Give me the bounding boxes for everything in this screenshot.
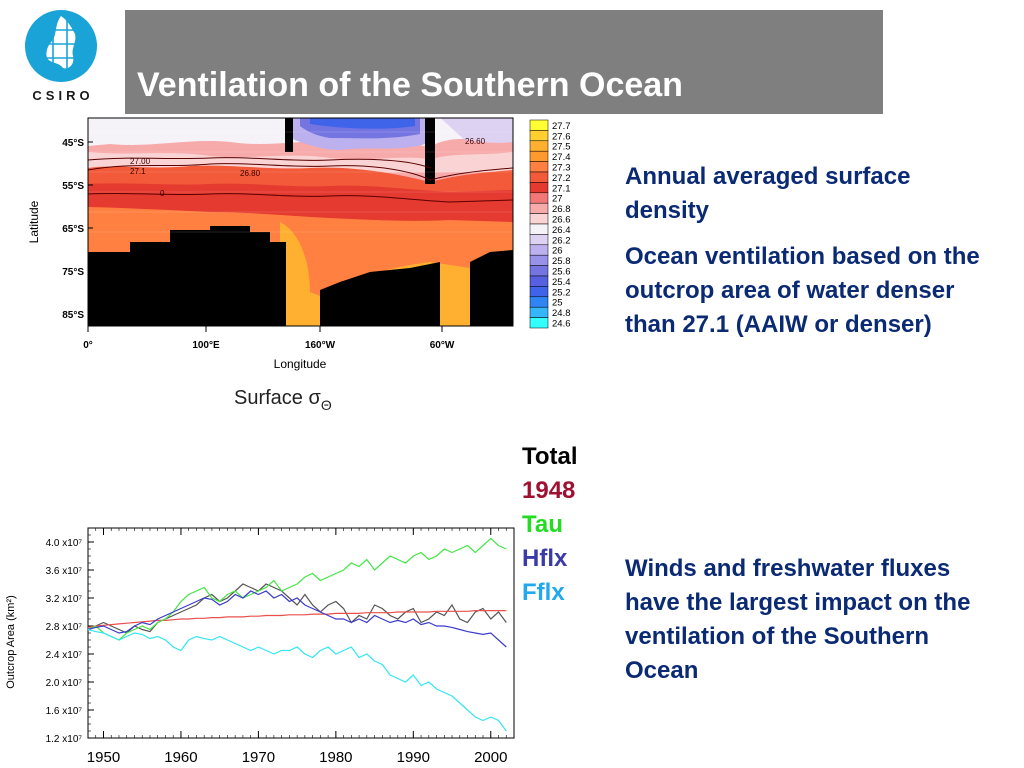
legend-1948: 1948 — [522, 477, 576, 504]
linechart-xtick: 1970 — [242, 749, 275, 766]
colorbar-swatch — [529, 150, 549, 162]
title-bar: Ventilation of the Southern Ocean — [125, 10, 883, 114]
linechart-xtick: 2000 — [474, 749, 507, 766]
colorbar-swatch — [529, 286, 549, 298]
linechart-ytick: 1.2 x10⁷ — [46, 734, 83, 745]
heatmap-ytick: 75°S — [62, 267, 84, 278]
colorbar-label: 27.3 — [552, 163, 571, 174]
colorbar-label: 27.6 — [552, 131, 571, 142]
heatmap-ytick: 45°S — [62, 138, 84, 149]
linechart-ylabel: Outcrop Area (km²) — [5, 595, 17, 689]
colorbar-swatch — [529, 234, 549, 246]
series-line-fflx — [87, 628, 507, 732]
linechart-ytick: 4.0 x10⁷ — [46, 538, 83, 549]
linechart-xtick: 1980 — [319, 749, 352, 766]
heatmap-xlabel: Longitude — [274, 357, 327, 371]
heatmap-xtick: 160°W — [305, 340, 336, 351]
series-line-tau — [87, 537, 507, 641]
linechart-ytick: 2.0 x10⁷ — [46, 678, 83, 689]
heatmap-ylabel: Latitude — [27, 200, 41, 243]
colorbar-label: 27.5 — [552, 142, 571, 153]
colorbar-swatch — [529, 306, 549, 318]
colorbar-swatch — [529, 296, 549, 308]
logo-text: CSIRO — [32, 88, 94, 103]
colorbar-label: 27.4 — [552, 152, 571, 163]
colorbar-swatch — [529, 317, 549, 329]
heatmap-xtick: 100°E — [192, 340, 220, 351]
heatmap-ytick: 85°S — [62, 310, 84, 321]
linechart-ytick: 3.2 x10⁷ — [46, 594, 83, 605]
contour-label: 27.00 — [130, 157, 151, 166]
colorbar-swatch — [529, 130, 549, 142]
legend-fflx: Fflx — [522, 579, 565, 606]
colorbar-swatch — [529, 265, 549, 277]
colorbar-label: 25.8 — [552, 256, 571, 267]
density-caption: Annual averaged surface density — [625, 163, 911, 224]
heatmap-xtick: 0° — [83, 340, 93, 351]
linechart-xtick: 1950 — [87, 749, 120, 766]
series-line-1948 — [87, 609, 507, 628]
heatmap-ytick: 55°S — [62, 181, 84, 192]
colorbar-swatch — [529, 223, 549, 235]
colorbar-swatch — [529, 161, 549, 173]
linechart-xtick: 1960 — [164, 749, 197, 766]
chart-legend: Total 1948 Tau Hflx Fflx — [522, 440, 578, 610]
linechart-ytick: 1.6 x10⁷ — [46, 706, 83, 717]
colorbar-label: 27.7 — [552, 121, 571, 132]
contour-label: 0 — [160, 189, 165, 198]
contour-label: 27.1 — [130, 167, 146, 176]
legend-total: Total — [522, 443, 578, 470]
colorbar-label: 24.8 — [552, 308, 571, 319]
ventilation-note: Ocean ventilation based on the outcrop a… — [625, 243, 980, 338]
colorbar-label: 25 — [552, 298, 563, 309]
heatmap-xtick: 60°W — [430, 340, 455, 351]
colorbar-swatch — [529, 244, 549, 256]
density-description: Annual averaged surface density Ocean ve… — [625, 160, 985, 354]
slide-title: Ventilation of the Southern Ocean — [137, 66, 683, 104]
colorbar-label: 26.2 — [552, 235, 571, 246]
colorbar-label: 27 — [552, 194, 563, 205]
linechart-ytick: 2.4 x10⁷ — [46, 650, 83, 661]
contour-label: 26.80 — [240, 169, 261, 178]
colorbar-swatch — [529, 202, 549, 214]
heatmap-caption-subscript: Θ — [321, 397, 332, 413]
linechart-xtick: 1990 — [397, 749, 430, 766]
colorbar-swatch — [529, 192, 549, 204]
contour-label: 26.60 — [465, 137, 486, 146]
colorbar-label: 25.6 — [552, 267, 571, 278]
colorbar-label: 25.2 — [552, 287, 571, 298]
conclusion: Winds and freshwater fluxes have the lar… — [625, 555, 971, 684]
colorbar-swatch — [529, 140, 549, 152]
legend-hflx: Hflx — [522, 545, 568, 572]
colorbar-label: 27.1 — [552, 183, 571, 194]
colorbar-swatch — [529, 213, 549, 225]
colorbar-label: 25.4 — [552, 277, 571, 288]
heatmap-ytick: 65°S — [62, 224, 84, 235]
colorbar-label: 26.6 — [552, 215, 571, 226]
globe-icon — [25, 10, 97, 82]
colorbar-label: 27.2 — [552, 173, 571, 184]
csiro-logo: CSIRO — [18, 10, 108, 110]
linechart-ytick: 3.6 x10⁷ — [46, 566, 83, 577]
colorbar-swatch — [529, 275, 549, 287]
series-line-hflx — [87, 590, 507, 648]
colorbar-swatch — [529, 171, 549, 183]
colorbar-swatch — [529, 119, 549, 131]
colorbar-swatch — [529, 182, 549, 194]
colorbar-label: 24.6 — [552, 319, 571, 330]
outcrop-area-chart: 4.0 x10⁷ 3.6 x10⁷ 3.2 x10⁷ 2.8 x10⁷ 2.4 x10⁷… — [5, 527, 515, 766]
colorbar-label: 26 — [552, 246, 563, 257]
legend-tau: Tau — [522, 511, 563, 538]
conclusion-text: Winds and freshwater fluxes have the lar… — [625, 552, 985, 700]
colorbar-label: 26.8 — [552, 204, 571, 215]
colorbar-label: 26.4 — [552, 225, 571, 236]
linechart-ytick: 2.8 x10⁷ — [46, 622, 83, 633]
colorbar-swatch — [529, 254, 549, 266]
heatmap-caption: Surface σΘ — [234, 387, 332, 413]
